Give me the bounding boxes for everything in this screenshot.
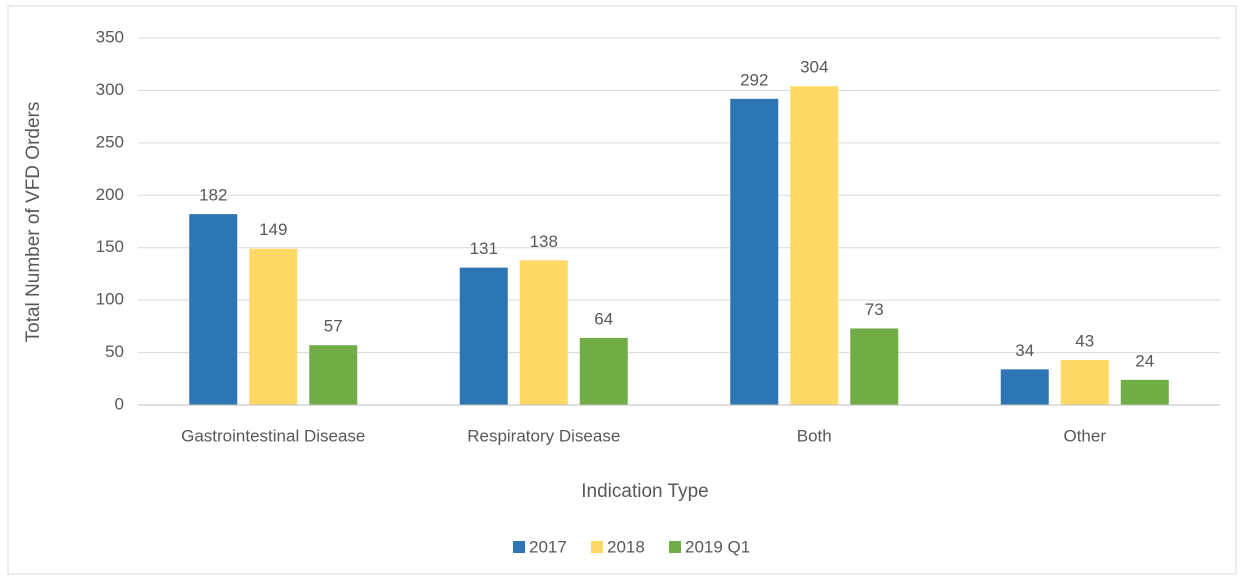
bar xyxy=(1120,379,1169,405)
y-tick-label: 250 xyxy=(96,132,124,151)
data-label: 182 xyxy=(199,186,227,205)
data-label: 149 xyxy=(259,220,287,239)
bar xyxy=(1060,359,1109,405)
bar xyxy=(459,267,508,405)
legend-label: 2018 xyxy=(607,537,645,556)
data-label: 292 xyxy=(740,70,768,89)
bar xyxy=(249,248,298,405)
data-label: 131 xyxy=(470,239,498,258)
data-label: 34 xyxy=(1015,341,1034,360)
legend-label: 2017 xyxy=(529,537,567,556)
data-label: 73 xyxy=(865,300,884,319)
data-label: 57 xyxy=(324,317,343,336)
legend-swatch xyxy=(669,541,681,553)
legend-swatch xyxy=(513,541,525,553)
y-tick-label: 350 xyxy=(96,27,124,46)
bar xyxy=(1000,369,1049,405)
data-label: 138 xyxy=(530,232,558,251)
y-tick-label: 300 xyxy=(96,80,124,99)
x-tick-label: Respiratory Disease xyxy=(467,426,620,445)
bar xyxy=(519,260,568,405)
x-axis-title: Indication Type xyxy=(581,481,708,502)
x-tick-label: Gastrointestinal Disease xyxy=(181,426,365,445)
data-label: 43 xyxy=(1075,331,1094,350)
bar xyxy=(850,328,899,405)
data-label: 64 xyxy=(594,309,613,328)
x-tick-label: Both xyxy=(797,426,832,445)
bar xyxy=(189,214,238,405)
bar xyxy=(730,98,779,406)
legend-swatch xyxy=(591,541,603,553)
bar xyxy=(309,345,358,405)
y-tick-label: 100 xyxy=(96,290,124,309)
y-axis-title: Total Number of VFD Orders xyxy=(23,102,44,343)
legend-label: 2019 Q1 xyxy=(685,537,750,556)
data-label: 24 xyxy=(1135,351,1154,370)
y-tick-label: 0 xyxy=(115,394,124,413)
bar xyxy=(790,86,839,405)
x-tick-label: Other xyxy=(1063,426,1106,445)
data-label: 304 xyxy=(800,58,828,77)
bar xyxy=(579,337,628,405)
y-tick-label: 50 xyxy=(105,342,124,361)
y-tick-label: 150 xyxy=(96,237,124,256)
y-tick-label: 200 xyxy=(96,185,124,204)
